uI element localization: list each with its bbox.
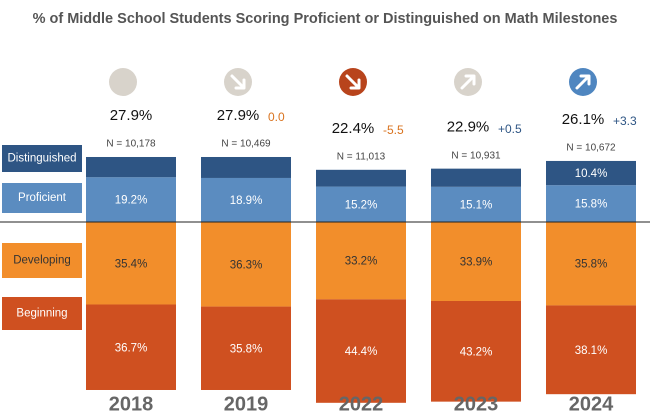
- trend-arrow: [230, 74, 246, 90]
- bar-segment: [431, 222, 521, 301]
- trend-arrow: [345, 74, 361, 90]
- data-label: 15.8%: [575, 199, 608, 211]
- data-label: 10.4%: [575, 168, 608, 180]
- data-label: 35.8%: [575, 259, 608, 271]
- trend-icon: [109, 68, 137, 96]
- data-label: 36.7%: [115, 342, 148, 354]
- bar-segment: [546, 305, 636, 395]
- bar-segment: [316, 169, 406, 187]
- data-label: 19.2%: [115, 195, 148, 207]
- legend-label: Developing: [13, 255, 71, 267]
- bar-segment: [86, 222, 176, 305]
- bar-segment: [86, 156, 176, 178]
- data-label: 18.9%: [230, 195, 263, 207]
- data-label: 35.4%: [115, 258, 148, 270]
- change-label: +3.3: [613, 114, 637, 128]
- bar-segment: [546, 185, 636, 222]
- bar-segment: [431, 300, 521, 402]
- bar-segment: [86, 177, 176, 222]
- data-label: 15.1%: [460, 199, 493, 211]
- total-label: 27.9%: [217, 107, 260, 124]
- x-tick-label: 2022: [339, 393, 384, 415]
- bar-segment: [316, 222, 406, 300]
- sample-size: N = 11,013: [337, 151, 386, 162]
- x-tick-label: 2024: [569, 393, 614, 415]
- bar-segment: [546, 160, 636, 186]
- trend-arrow: [575, 74, 591, 90]
- bar-segment: [201, 306, 291, 390]
- data-label: 35.8%: [230, 343, 263, 355]
- sample-size: N = 10,178: [106, 139, 156, 150]
- bar-segment: [201, 222, 291, 307]
- legend-label: Proficient: [18, 192, 67, 204]
- bar-segment: [201, 177, 291, 222]
- sample-size: N = 10,672: [566, 143, 616, 154]
- total-label: 22.4%: [332, 120, 375, 137]
- bar-segment: [86, 304, 176, 390]
- data-label: 33.2%: [345, 256, 378, 268]
- sample-size: N = 10,469: [221, 139, 271, 150]
- change-label: -5.5: [383, 123, 404, 137]
- bar-segment: [201, 156, 291, 178]
- x-tick-label: 2023: [454, 393, 499, 415]
- data-label: 33.9%: [460, 257, 493, 269]
- total-label: 27.9%: [110, 107, 153, 124]
- bar-segment: [316, 299, 406, 403]
- legend-label: Beginning: [16, 308, 67, 320]
- bar-segment: [431, 168, 521, 187]
- data-label: 36.3%: [230, 259, 263, 271]
- data-label: 38.1%: [575, 345, 608, 357]
- legend-swatch: [2, 297, 82, 330]
- x-tick-label: 2019: [224, 393, 269, 415]
- bar-segment: [431, 186, 521, 222]
- sample-size: N = 10,931: [451, 150, 501, 161]
- change-label: 0.0: [268, 110, 285, 124]
- legend-swatch: [2, 183, 82, 213]
- data-label: 15.2%: [345, 199, 378, 211]
- chart-title: % of Middle School Students Scoring Prof…: [33, 11, 618, 27]
- legend-swatch: [2, 243, 82, 278]
- trend-arrow: [460, 74, 476, 90]
- x-tick-label: 2018: [109, 393, 154, 415]
- legend-label: Distinguished: [7, 153, 76, 165]
- legend-swatch: [2, 145, 82, 172]
- bar-segment: [546, 222, 636, 306]
- data-label: 44.4%: [345, 346, 378, 358]
- data-label: 43.2%: [460, 346, 493, 358]
- total-label: 26.1%: [562, 111, 605, 128]
- bar-segment: [316, 186, 406, 222]
- total-label: 22.9%: [447, 119, 490, 136]
- change-label: +0.5: [498, 122, 522, 136]
